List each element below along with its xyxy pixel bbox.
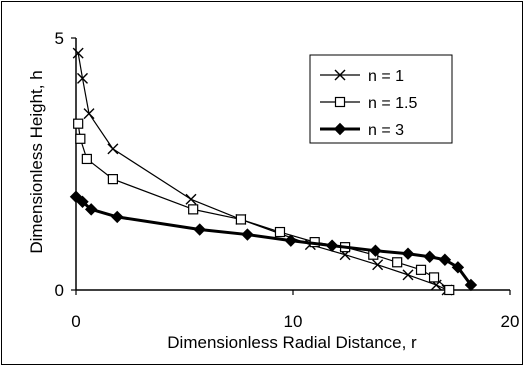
series-3 xyxy=(69,190,478,292)
data-point xyxy=(188,204,199,215)
y-tick-label: 5 xyxy=(55,29,64,48)
ticks: 0 10 20 0 5 xyxy=(55,29,520,331)
y-tick-label: 0 xyxy=(55,281,64,300)
data-point xyxy=(84,203,98,216)
data-point xyxy=(438,253,452,266)
data-point xyxy=(193,223,206,236)
data-point xyxy=(428,272,440,283)
y-axis-title: Dimensionless Height, h xyxy=(27,70,46,253)
data-point xyxy=(107,143,119,155)
legend-marker xyxy=(334,96,346,108)
series-2 xyxy=(73,118,455,296)
data-point xyxy=(325,239,339,252)
data-point xyxy=(274,226,286,238)
data-point xyxy=(401,247,415,260)
data-point xyxy=(185,193,197,205)
data-point xyxy=(83,108,95,120)
legend-marker xyxy=(333,122,347,136)
data-point xyxy=(235,214,247,225)
x-axis-title: Dimensionless Radial Distance, r xyxy=(167,333,417,352)
data-point xyxy=(369,244,382,257)
data-point xyxy=(451,261,465,274)
data-point xyxy=(107,174,118,185)
x-tick-label: 20 xyxy=(501,312,520,331)
x-tick-label: 0 xyxy=(71,312,80,331)
legend-marker xyxy=(334,69,346,81)
data-point xyxy=(77,72,89,84)
data-point xyxy=(73,118,84,129)
data-point xyxy=(402,269,414,281)
data-point xyxy=(241,228,254,241)
legend-label: n = 1 xyxy=(368,68,404,85)
data-point xyxy=(72,47,84,59)
data-point xyxy=(423,250,436,263)
data-point xyxy=(392,257,403,268)
data-point xyxy=(75,133,86,144)
series-layer xyxy=(69,47,478,296)
legend-label: n = 1.5 xyxy=(368,95,417,112)
x-tick-label: 10 xyxy=(284,312,303,331)
legend-label: n = 3 xyxy=(368,122,404,139)
data-point xyxy=(415,264,427,275)
data-point xyxy=(76,195,89,209)
data-point xyxy=(284,234,298,247)
data-point xyxy=(81,153,92,165)
legend: n = 1 n = 1.5 n = 3 xyxy=(309,54,453,144)
data-point xyxy=(444,284,455,296)
data-point xyxy=(464,278,478,292)
data-point xyxy=(372,259,384,271)
data-point xyxy=(111,210,124,224)
